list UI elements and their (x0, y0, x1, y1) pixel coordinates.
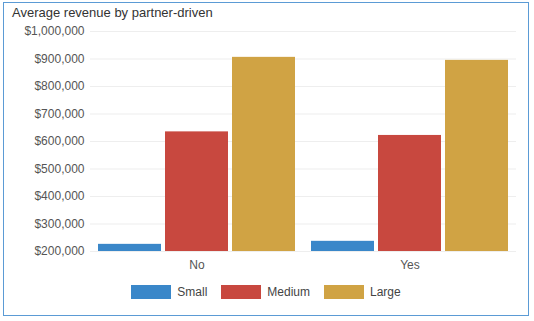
svg-text:$700,000: $700,000 (34, 107, 84, 121)
svg-text:$600,000: $600,000 (34, 134, 84, 148)
html-text:Average revenue by partner-dri: Average revenue by partner-driven (12, 5, 213, 20)
svg-text:$900,000: $900,000 (34, 52, 84, 66)
svg-text:$800,000: $800,000 (34, 79, 84, 93)
svg-text:$300,000: $300,000 (34, 217, 84, 231)
svg-text:Yes: Yes (400, 258, 420, 272)
svg-text:No: No (189, 258, 205, 272)
html-text:Medium: Medium (267, 285, 310, 299)
html-text:Large: Large (370, 285, 401, 299)
html-text:Small: Small (177, 285, 208, 299)
svg-text:$400,000: $400,000 (34, 189, 84, 203)
svg-text:$200,000: $200,000 (34, 244, 84, 258)
svg-text:$500,000: $500,000 (34, 162, 84, 176)
svg-text:$1,000,000: $1,000,000 (24, 24, 84, 38)
